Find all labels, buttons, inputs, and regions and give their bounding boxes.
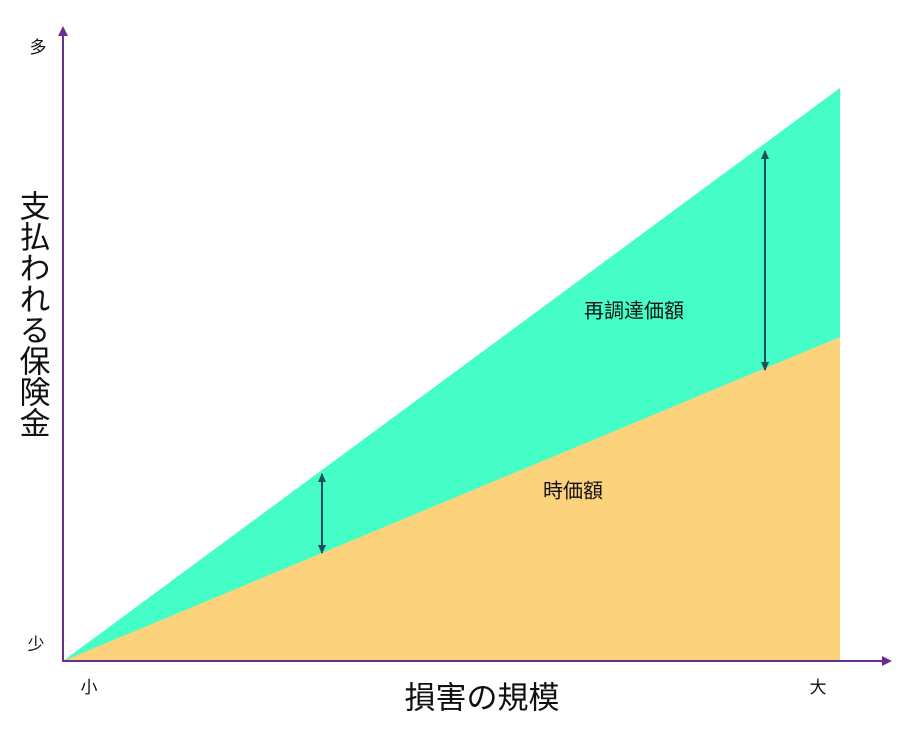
y-bottom-label: 少 (28, 635, 45, 655)
replacement-label: 再調達価額 (584, 299, 684, 323)
x-axis-title: 損害の規模 (405, 681, 560, 717)
y-top-label: 多 (30, 38, 47, 58)
y-axis-title: 支払われる保険金 (14, 190, 51, 438)
actual-label: 時価額 (543, 479, 603, 503)
x-right-label: 大 (810, 678, 827, 698)
actual-area (63, 337, 840, 661)
x-left-label: 小 (81, 678, 98, 698)
